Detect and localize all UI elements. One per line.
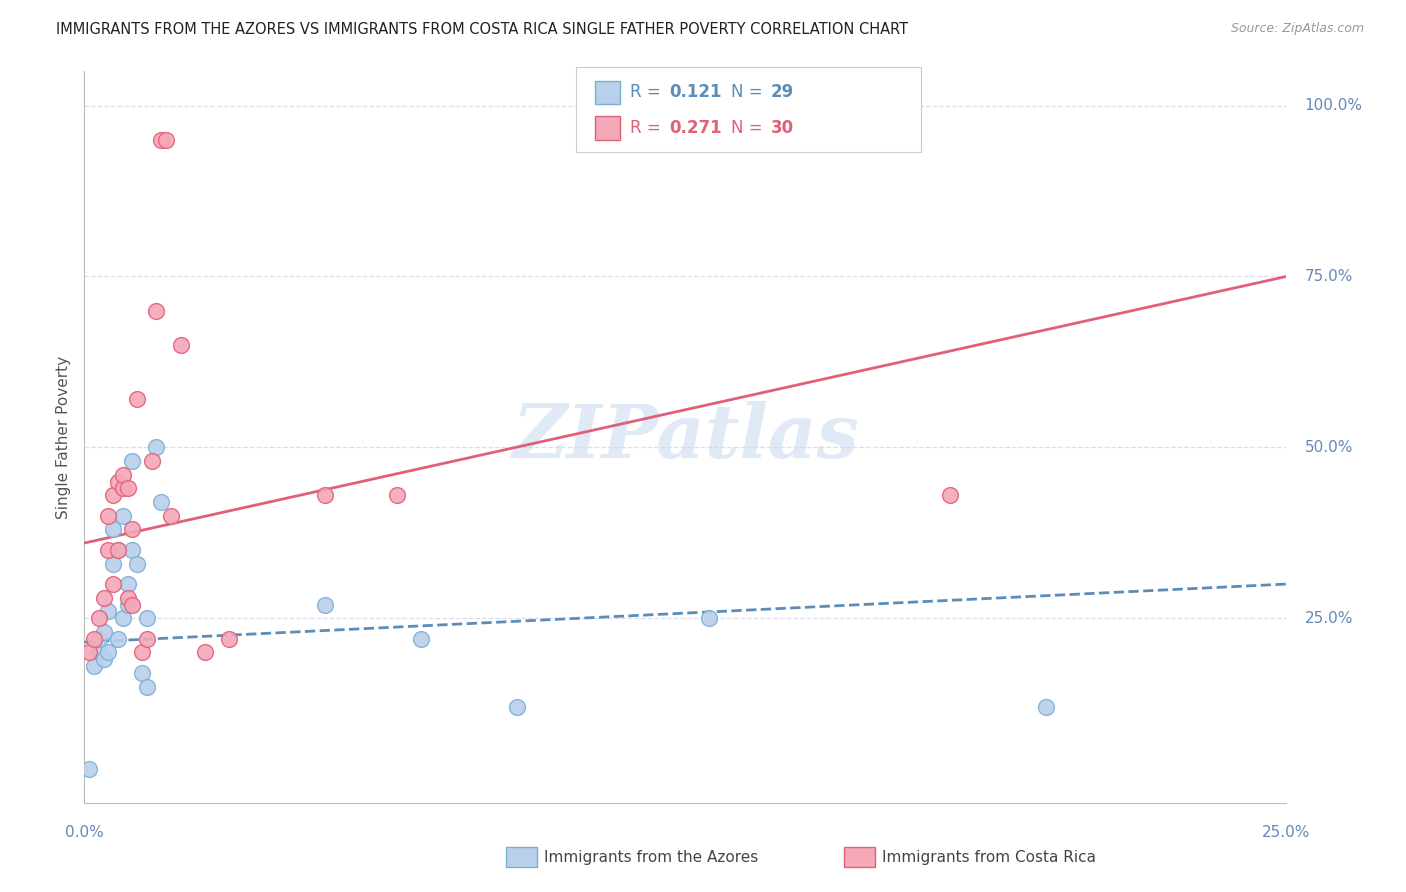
Point bbox=[409, 632, 432, 646]
Point bbox=[97, 508, 120, 523]
Text: R =: R = bbox=[630, 119, 666, 137]
Point bbox=[97, 645, 120, 659]
Point bbox=[117, 577, 139, 591]
Text: IMMIGRANTS FROM THE AZORES VS IMMIGRANTS FROM COSTA RICA SINGLE FATHER POVERTY C: IMMIGRANTS FROM THE AZORES VS IMMIGRANTS… bbox=[56, 22, 908, 37]
Text: 25.0%: 25.0% bbox=[1263, 825, 1310, 840]
Point bbox=[169, 338, 191, 352]
Point bbox=[93, 652, 115, 666]
Point bbox=[939, 488, 962, 502]
Point bbox=[107, 632, 129, 646]
Point bbox=[135, 611, 157, 625]
Point bbox=[699, 611, 721, 625]
Point bbox=[385, 488, 408, 502]
Point bbox=[194, 645, 217, 659]
Point bbox=[107, 542, 129, 557]
Point bbox=[145, 303, 167, 318]
Point bbox=[150, 495, 173, 509]
Point bbox=[87, 611, 110, 625]
Point bbox=[83, 632, 105, 646]
Point bbox=[121, 542, 143, 557]
Point bbox=[111, 611, 134, 625]
Text: 0.121: 0.121 bbox=[669, 83, 721, 102]
Point bbox=[103, 557, 125, 571]
Point bbox=[314, 598, 336, 612]
Point bbox=[218, 632, 240, 646]
Point bbox=[83, 659, 105, 673]
Point bbox=[117, 598, 139, 612]
Point bbox=[127, 392, 149, 407]
Point bbox=[117, 481, 139, 495]
Text: 0.271: 0.271 bbox=[669, 119, 721, 137]
Text: 75.0%: 75.0% bbox=[1305, 268, 1353, 284]
Point bbox=[97, 604, 120, 618]
Point bbox=[155, 133, 177, 147]
Point bbox=[111, 467, 134, 482]
Point bbox=[97, 542, 120, 557]
Text: ZIPatlas: ZIPatlas bbox=[512, 401, 859, 474]
Y-axis label: Single Father Poverty: Single Father Poverty bbox=[56, 356, 72, 518]
Point bbox=[111, 481, 134, 495]
Point bbox=[314, 488, 336, 502]
Point bbox=[117, 591, 139, 605]
Text: 100.0%: 100.0% bbox=[1305, 98, 1362, 113]
Point bbox=[93, 624, 115, 639]
Point bbox=[121, 454, 143, 468]
Text: 50.0%: 50.0% bbox=[1305, 440, 1353, 455]
Point bbox=[131, 645, 153, 659]
Text: 29: 29 bbox=[770, 83, 794, 102]
Text: Source: ZipAtlas.com: Source: ZipAtlas.com bbox=[1230, 22, 1364, 36]
Text: N =: N = bbox=[731, 83, 768, 102]
Point bbox=[135, 632, 157, 646]
Text: N =: N = bbox=[731, 119, 768, 137]
Text: 0.0%: 0.0% bbox=[65, 825, 104, 840]
Point bbox=[160, 508, 183, 523]
Point bbox=[145, 440, 167, 454]
Point bbox=[107, 475, 129, 489]
Point bbox=[135, 680, 157, 694]
Point bbox=[87, 645, 110, 659]
Point bbox=[77, 645, 100, 659]
Point bbox=[141, 454, 163, 468]
Point bbox=[93, 591, 115, 605]
Text: 25.0%: 25.0% bbox=[1305, 611, 1353, 625]
Point bbox=[1035, 700, 1057, 714]
Point bbox=[103, 577, 125, 591]
Point bbox=[103, 488, 125, 502]
Point bbox=[77, 762, 100, 776]
Point bbox=[127, 557, 149, 571]
Point bbox=[506, 700, 529, 714]
Point bbox=[87, 632, 110, 646]
Point bbox=[103, 522, 125, 536]
Point bbox=[111, 508, 134, 523]
Point bbox=[150, 133, 173, 147]
Text: Immigrants from the Azores: Immigrants from the Azores bbox=[544, 850, 758, 864]
Text: R =: R = bbox=[630, 83, 666, 102]
Text: Immigrants from Costa Rica: Immigrants from Costa Rica bbox=[882, 850, 1095, 864]
Text: 30: 30 bbox=[770, 119, 793, 137]
Point bbox=[131, 665, 153, 680]
Point bbox=[107, 542, 129, 557]
Point bbox=[121, 598, 143, 612]
Point bbox=[121, 522, 143, 536]
